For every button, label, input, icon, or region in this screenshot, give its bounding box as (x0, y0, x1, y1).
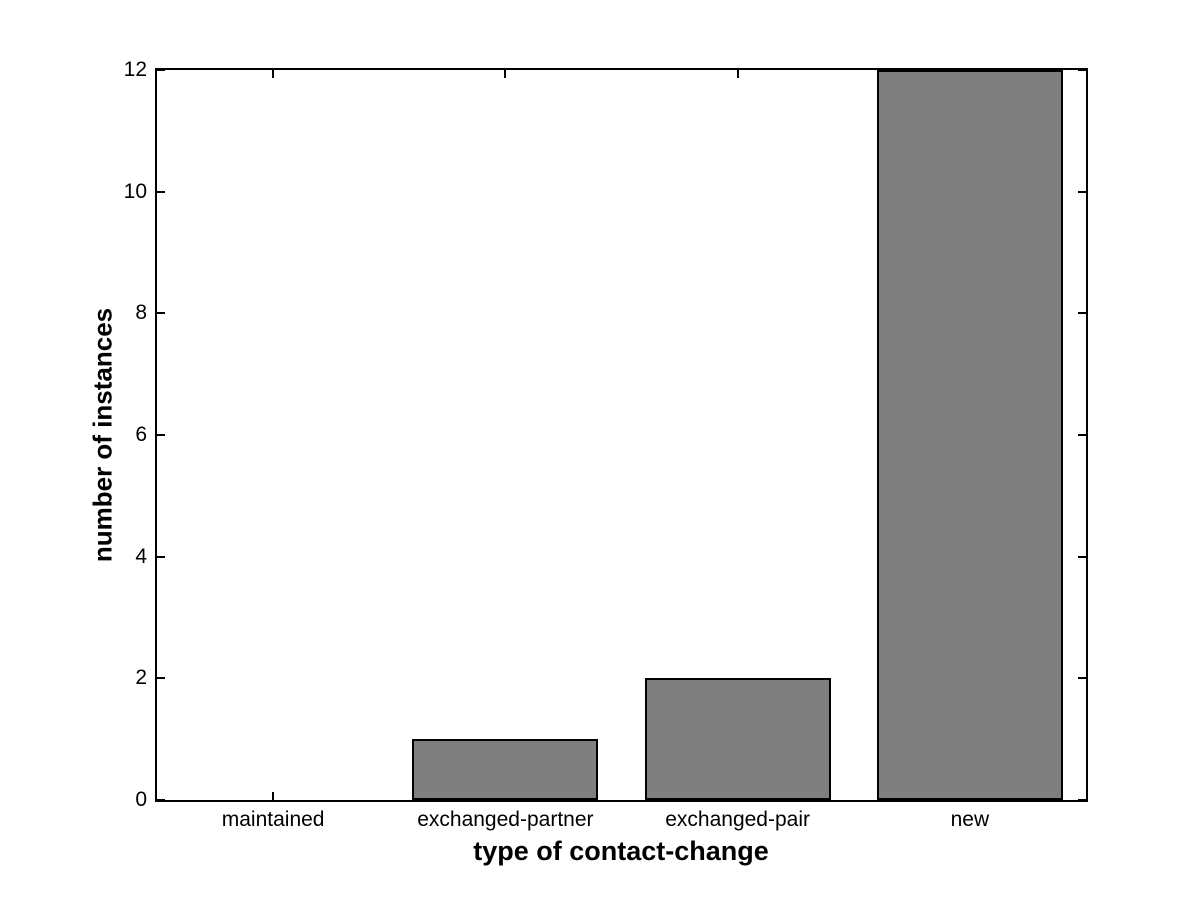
y-tick-label: 8 (135, 301, 147, 325)
x-axis-label: type of contact-change (473, 836, 769, 866)
y-tick-label: 0 (135, 788, 147, 811)
x-tick-top (272, 70, 275, 78)
x-category-label: exchanged-pair (665, 808, 810, 831)
y-tick-label: 12 (123, 58, 147, 81)
y-tick-right (1078, 69, 1086, 71)
x-category-label: maintained (221, 808, 325, 831)
y-tick-label: 2 (135, 666, 147, 690)
y-tick (157, 799, 165, 801)
y-tick-right (1078, 799, 1086, 801)
x-category-label: exchanged-partner (417, 808, 594, 831)
y-tick-label: 6 (135, 423, 147, 446)
y-tick-right (1078, 190, 1086, 193)
bar-exchanged-pair (644, 678, 831, 800)
x-tick-top (736, 70, 739, 78)
y-tick (157, 312, 165, 315)
x-category-label: new (950, 808, 990, 831)
y-tick-label: 4 (135, 544, 147, 568)
y-tick (157, 555, 165, 558)
y-tick-right (1078, 555, 1086, 558)
bar-exchanged-partner (412, 739, 599, 800)
y-tick-right (1078, 434, 1086, 436)
y-tick-right (1078, 677, 1086, 680)
y-tick-label: 10 (123, 179, 147, 203)
x-tick (272, 792, 275, 800)
bar-new (876, 70, 1063, 800)
y-tick (157, 190, 165, 193)
y-tick (157, 434, 165, 436)
y-tick-right (1078, 312, 1086, 315)
y-tick (157, 677, 165, 680)
y-tick (157, 69, 165, 71)
x-tick-top (504, 70, 507, 78)
